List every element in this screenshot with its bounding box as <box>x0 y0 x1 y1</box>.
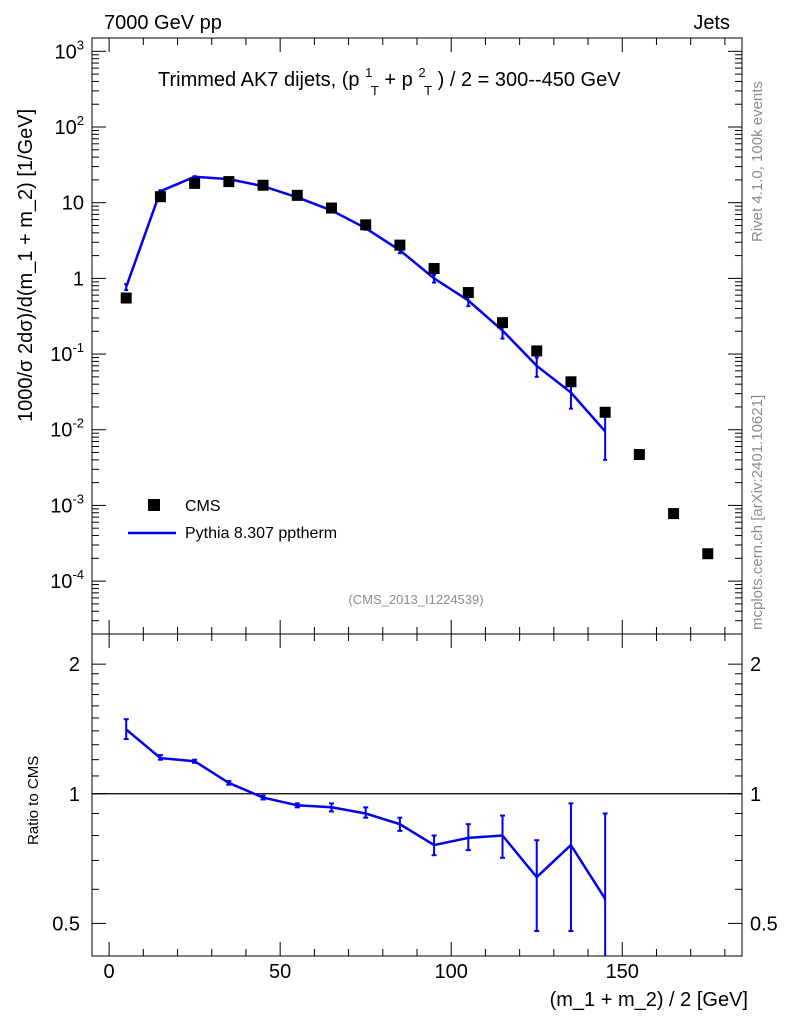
y-tick-label: 103 <box>55 37 84 63</box>
y-tick-label-exponent: 3 <box>77 37 84 52</box>
y-tick-label: 102 <box>55 113 84 139</box>
ratio-tick-label-left: 2 <box>69 654 80 676</box>
legend-cms-label: CMS <box>185 498 221 515</box>
legend-cms-marker <box>148 499 160 511</box>
x-tick-label: 50 <box>269 961 291 983</box>
y-tick-label: 10-2 <box>50 416 84 442</box>
main-y-axis-label: 1000/σ 2dσ)/d(m_1 + m_2) [1/GeV] <box>15 109 37 422</box>
cms-data-point <box>360 219 372 231</box>
ratio-y-axis-ticks: 0.5 0.5 1 1 2 2 <box>52 654 778 935</box>
ratio-tick-label-left: 1 <box>69 784 80 806</box>
cms-data-point <box>462 287 474 299</box>
ratio-tick-label-left: 0.5 <box>52 913 80 935</box>
cms-data-point <box>428 263 440 275</box>
title-suffix: ) / 2 = 300--450 GeV <box>438 69 622 91</box>
title-sup1: 1 <box>365 65 372 80</box>
y-tick-label-base: 10 <box>62 193 84 215</box>
ratio-series-line <box>125 728 607 900</box>
main-title: Trimmed AK7 dijets, (p 1 T + p 2 T ) / 2… <box>158 60 621 100</box>
ratio-plot-marks <box>92 718 742 956</box>
x-axis-label: (m_1 + m_2) / 2 [GeV] <box>550 989 748 1011</box>
title-sub2: T <box>424 83 432 98</box>
cms-data-point <box>189 177 201 189</box>
y-tick-label-exponent: -1 <box>72 340 84 355</box>
y-tick-label: 10 <box>62 193 84 215</box>
cms-data-point <box>497 317 509 329</box>
title-prefix: Trimmed AK7 dijets, (p <box>158 69 360 91</box>
title-mid: + p <box>384 69 412 91</box>
ratio-tick-label-right: 0.5 <box>750 913 778 935</box>
y-tick-label-exponent: -3 <box>72 491 84 506</box>
y-tick-label-exponent: -4 <box>72 567 84 582</box>
cms-data-point <box>565 376 577 388</box>
main-plot-marks <box>120 175 714 560</box>
mcplots-label: mcplots.cern.ch [arXiv:2401.10621] <box>749 395 766 630</box>
header-right: Jets <box>693 12 730 34</box>
cms-data-point <box>291 189 303 201</box>
y-tick-label: 10-3 <box>50 491 84 517</box>
x-tick-label: 0 <box>104 961 115 983</box>
ratio-panel-frame <box>91 633 743 957</box>
cms-data-point <box>668 508 680 520</box>
y-tick-label-base: 10 <box>55 117 77 139</box>
y-tick-label-base: 10 <box>50 344 72 366</box>
main-panel-frame <box>91 37 743 635</box>
cms-data-point <box>633 449 645 461</box>
y-tick-label-base: 1 <box>73 268 84 290</box>
ratio-y-axis-label: Ratio to CMS <box>25 756 42 845</box>
y-tick-label-base: 10 <box>50 495 72 517</box>
x-axis-ticks: 0 50 100 150 <box>104 38 726 983</box>
y-tick-label-base: 10 <box>55 41 77 63</box>
y-tick-label: 10-4 <box>50 567 84 593</box>
cms-data-point <box>702 548 714 560</box>
y-tick-label: 1 <box>73 268 84 290</box>
cms-data-point <box>120 292 132 304</box>
x-tick-label: 100 <box>435 961 468 983</box>
title-sub1: T <box>371 83 379 98</box>
title-sup2: 2 <box>418 65 425 80</box>
pythia-series-line <box>125 175 607 433</box>
ratio-tick-label-right: 2 <box>750 654 761 676</box>
cms-data-point <box>223 176 235 188</box>
y-tick-label: 10-1 <box>50 340 84 366</box>
cms-data-point <box>599 406 611 418</box>
y-tick-label-base: 10 <box>50 420 72 442</box>
cms-data-point <box>257 179 269 191</box>
ratio-tick-label-right: 1 <box>750 784 761 806</box>
rivet-label: Rivet 4.1.0, 100k events <box>749 81 766 242</box>
header-left: 7000 GeV pp <box>104 12 222 34</box>
analysis-id: (CMS_2013_I1224539) <box>348 592 483 607</box>
cms-data-point <box>531 345 543 357</box>
y-tick-label-exponent: -2 <box>72 416 84 431</box>
x-tick-label: 150 <box>606 961 639 983</box>
cms-data-point <box>154 191 166 203</box>
cms-data-point <box>325 202 337 214</box>
y-tick-label-exponent: 2 <box>77 113 84 128</box>
legend-pythia-label: Pythia 8.307 pptherm <box>185 525 337 542</box>
cms-data-point <box>394 239 406 251</box>
y-tick-label-base: 10 <box>50 571 72 593</box>
